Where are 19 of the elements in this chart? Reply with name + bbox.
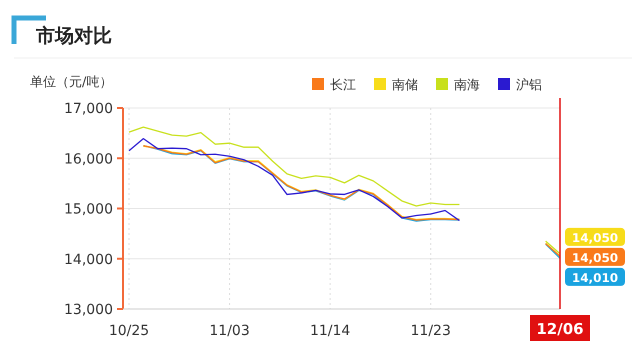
x-tick-label: 11/23 xyxy=(410,323,451,339)
data-label: 14,010 xyxy=(572,270,618,285)
legend-label: 南海 xyxy=(454,78,480,93)
data-label: 14,050 xyxy=(572,230,618,245)
x-tick-label: 11/14 xyxy=(310,323,350,339)
y-tick-label: 13,000 xyxy=(64,302,113,318)
legend-label: 南储 xyxy=(392,78,418,93)
legend-label: 长江 xyxy=(330,78,356,93)
y-axis-title: 单位（元/吨） xyxy=(30,75,112,90)
y-tick-label: 17,000 xyxy=(64,101,113,117)
legend-label: 沪铝 xyxy=(516,77,542,93)
x-tick-label: 10/25 xyxy=(108,323,150,339)
y-tick-label: 15,000 xyxy=(64,202,113,218)
y-tick-label: 14,000 xyxy=(64,252,113,268)
x-tick-label: 11/03 xyxy=(209,323,250,339)
x-tick-label: 12/06 xyxy=(536,320,584,338)
chart-title: 市场对比 xyxy=(35,25,112,47)
y-tick-label: 16,000 xyxy=(64,151,113,168)
data-label: 14,050 xyxy=(572,250,618,265)
